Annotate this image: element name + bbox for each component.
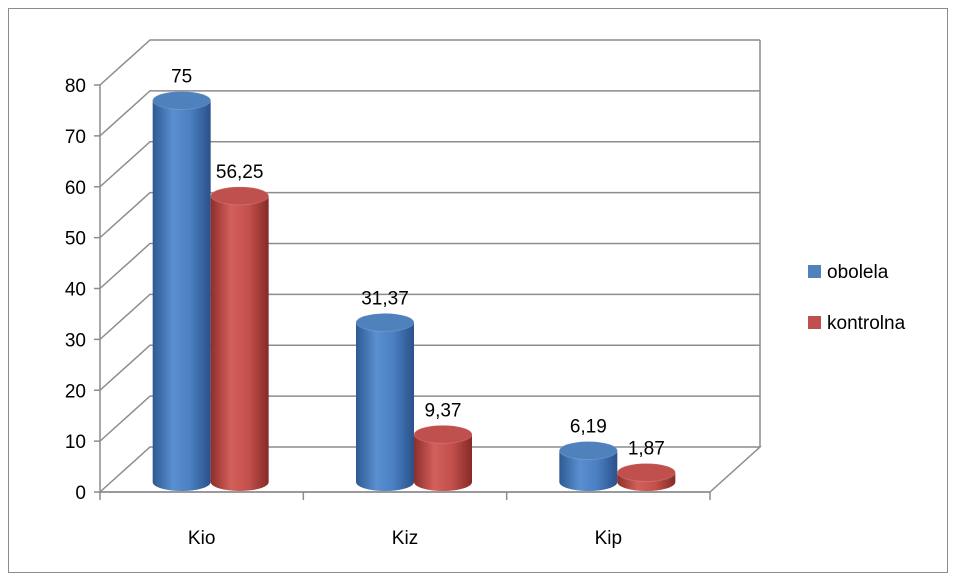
- category-label: Kip: [595, 528, 622, 549]
- data-label: 9,37: [425, 400, 462, 421]
- bar-obolela-kio: [152, 90, 212, 491]
- y-tick-label: 60: [65, 178, 86, 199]
- bars: [152, 90, 676, 491]
- gridline: [99, 293, 760, 340]
- bar-kontrolna-kio: [210, 186, 270, 491]
- legend-item-kontrolna: kontrolna: [808, 313, 906, 334]
- category-labels: Kio Kiz Kip: [188, 528, 622, 549]
- bar-obolela-kiz: [355, 312, 415, 491]
- bar-body: [152, 100, 211, 491]
- y-tick-label: 10: [65, 432, 86, 453]
- bar-top: [616, 462, 676, 482]
- legend: obolela kontrolna: [808, 262, 906, 334]
- bar-top: [210, 186, 270, 206]
- y-tick-label: 40: [65, 280, 86, 301]
- data-label: 6,19: [570, 417, 607, 438]
- bar-body: [414, 434, 472, 491]
- gridline: [99, 90, 760, 137]
- bar-body: [559, 450, 618, 491]
- gridline: [99, 39, 760, 86]
- gridline: [99, 344, 760, 391]
- data-label: 75: [171, 66, 192, 87]
- category-label: Kio: [188, 528, 215, 549]
- bar-body: [356, 322, 414, 491]
- y-tick-label: 80: [65, 76, 86, 97]
- gridline: [99, 395, 760, 442]
- gridline: [99, 191, 760, 239]
- bar-top: [413, 424, 473, 444]
- legend-swatch: [808, 316, 821, 329]
- y-tick-label: 70: [65, 127, 86, 148]
- data-labels: 75 56,25 31,37 9,37 6,19 1,87: [171, 66, 665, 459]
- gridline: [99, 141, 760, 188]
- data-label: 56,25: [216, 162, 264, 183]
- bar-top: [152, 90, 212, 110]
- bar-kontrolna-kiz: [413, 424, 473, 491]
- y-axis: [94, 84, 711, 500]
- y-tick-label: 0: [75, 483, 86, 504]
- y-tick-label: 50: [65, 229, 86, 250]
- gridline: [99, 242, 760, 290]
- y-tick-labels: 0 10 20 30 40 50 60 70 80: [65, 76, 86, 504]
- bar-top: [558, 441, 618, 461]
- data-label: 31,37: [361, 288, 409, 309]
- data-label: 1,87: [628, 438, 665, 459]
- legend-swatch: [808, 265, 821, 278]
- legend-label: obolela: [827, 262, 889, 283]
- bar-body: [210, 195, 269, 491]
- gridlines: [99, 39, 760, 442]
- category-label: Kiz: [392, 528, 418, 549]
- bar-kontrolna-kip: [616, 462, 676, 491]
- legend-item-obolela: obolela: [808, 262, 889, 283]
- y-tick-label: 30: [65, 330, 86, 351]
- bar-obolela-kip: [558, 441, 618, 491]
- bar-top: [355, 312, 415, 332]
- legend-label: kontrolna: [827, 313, 906, 334]
- y-tick-label: 20: [65, 381, 86, 402]
